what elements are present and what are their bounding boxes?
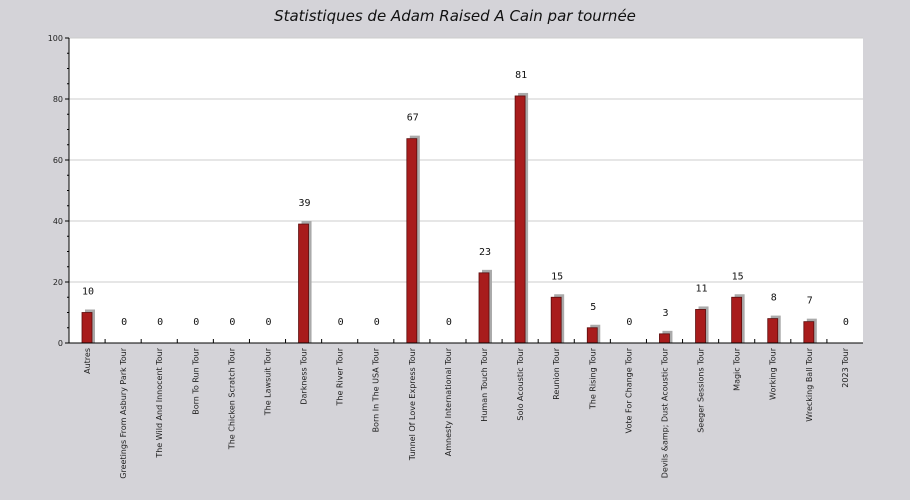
bars (81, 92, 817, 344)
plot-area (69, 38, 863, 343)
bar (803, 321, 815, 344)
bar (550, 296, 562, 344)
x-tick-label: Darkness Tour (300, 347, 309, 404)
x-tick-label: Reunion Tour (552, 347, 561, 399)
data-label: 7 (807, 296, 813, 307)
x-tick-label: Working Tour (769, 347, 778, 400)
bar (478, 272, 490, 344)
x-tick-label: 2023 Tour (841, 347, 850, 387)
x-tick-label: The Wild And Innocent Tour (155, 347, 164, 458)
data-label: 0 (121, 317, 127, 328)
x-tick-label: Devils &amp; Dust Acoustic Tour (660, 347, 669, 478)
y-tick-label: 80 (53, 95, 63, 104)
data-label: 0 (193, 317, 199, 328)
data-label: 81 (515, 70, 527, 81)
y-ticks: 0 20 40 60 80 100 (48, 34, 69, 348)
bar (298, 223, 309, 344)
bar (514, 95, 526, 344)
data-label: 67 (407, 113, 419, 124)
x-tick-label: Wrecking Ball Tour (805, 347, 814, 421)
data-label: 0 (265, 317, 271, 328)
x-tick-label: Vote For Change Tour (624, 347, 633, 433)
x-tick-label: Seeger Sessions Tour (697, 347, 706, 432)
data-label: 0 (843, 317, 849, 328)
y-tick-label: 60 (53, 156, 63, 165)
bar (695, 309, 706, 344)
x-tick-label: Tunnel Of Love Express Tour (408, 347, 417, 461)
data-label: 0 (229, 317, 235, 328)
data-label: 0 (626, 317, 632, 328)
data-label: 11 (696, 283, 708, 294)
data-label: 15 (732, 271, 744, 282)
x-ticks: Autres Greetings From Asbury Park Tour The… (83, 339, 850, 479)
y-tick-label: 40 (53, 217, 63, 226)
x-tick-label: The Lawsuit Tour (263, 347, 272, 416)
y-tick-label: 20 (53, 278, 63, 287)
data-labels: 10 0 0 0 0 0 39 0 0 67 0 23 81 15 5 0 3 11 15 8 7 0 (82, 70, 849, 328)
bar (81, 312, 93, 344)
x-tick-label: Autres (83, 348, 92, 374)
chart-title: Statistiques de Adam Raised A Cain par t… (274, 7, 636, 25)
data-label: 0 (374, 317, 380, 328)
x-tick-label: Greetings From Asbury Park Tour (119, 347, 128, 478)
x-tick-label: The Chicken Scratch Tour (227, 347, 236, 450)
x-tick-label: Amnesty International Tour (444, 347, 453, 456)
x-tick-label: The River Tour (336, 347, 345, 406)
x-tick-label: Magic Tour (733, 347, 742, 391)
data-label: 3 (662, 308, 668, 319)
data-label: 0 (338, 317, 344, 328)
data-label: 15 (551, 271, 563, 282)
data-label: 0 (446, 317, 452, 328)
bar (767, 318, 779, 344)
x-tick-label: The Rising Tour (588, 347, 597, 410)
grid-lines (69, 37, 863, 283)
bar (406, 138, 418, 344)
data-label: 10 (82, 287, 94, 298)
x-tick-label: Solo Acoustic Tour (516, 347, 525, 420)
bar (659, 333, 670, 344)
y-tick-label: 0 (58, 339, 63, 348)
x-tick-label: Born To Run Tour (191, 347, 200, 414)
data-label: 39 (299, 198, 311, 209)
data-label: 0 (157, 317, 163, 328)
y-tick-label: 100 (48, 34, 63, 43)
bar (586, 327, 598, 344)
bar (731, 296, 743, 344)
data-label: 5 (590, 302, 596, 313)
data-label: 23 (479, 247, 491, 258)
x-tick-label: Human Touch Tour (480, 347, 489, 421)
data-label: 8 (771, 293, 777, 304)
x-tick-label: Born In The USA Tour (372, 347, 381, 432)
